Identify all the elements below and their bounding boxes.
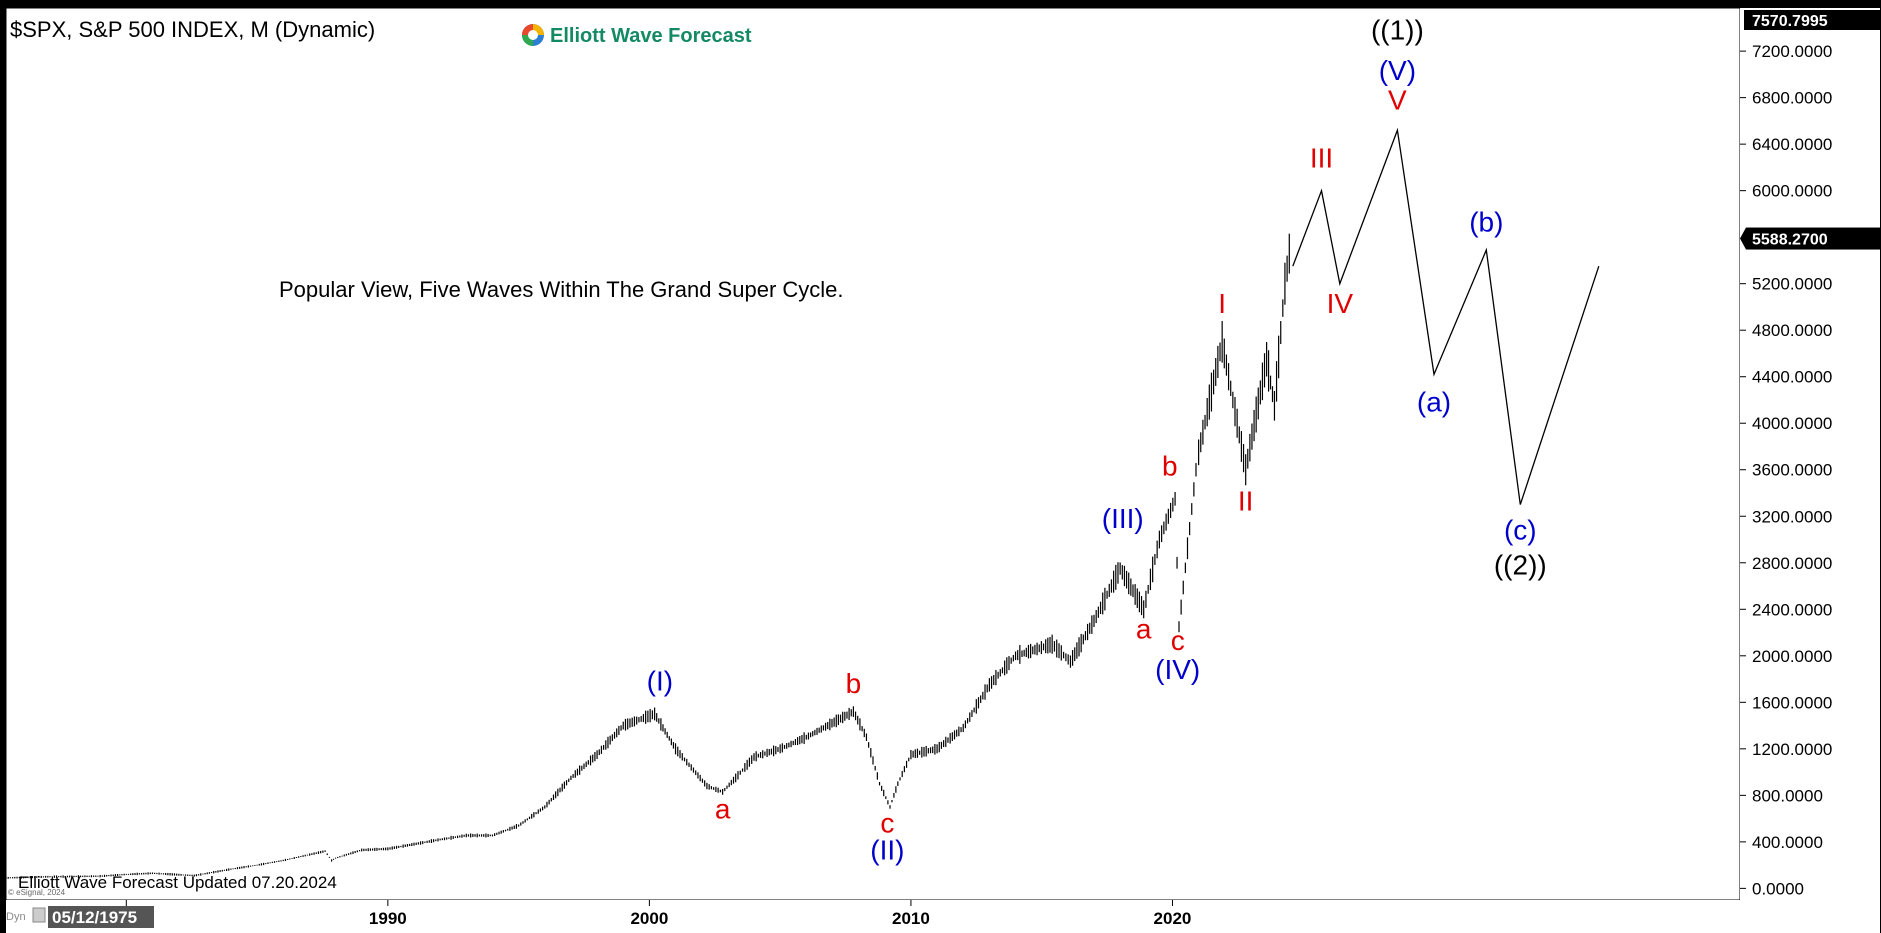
wave-label: V	[1388, 84, 1407, 115]
y-tick-label: 7200.0000	[1752, 42, 1832, 61]
y-tick-label: 6400.0000	[1752, 135, 1832, 154]
wave-label: b	[1162, 451, 1178, 482]
wave-label: I	[1218, 288, 1226, 319]
y-tick-label: 3200.0000	[1752, 507, 1832, 526]
y-tick-label: 4400.0000	[1752, 368, 1832, 387]
wave-label: b	[846, 668, 862, 699]
copyright-note: © eSignal, 2024	[8, 888, 66, 897]
projection-path-layer	[1292, 127, 1600, 505]
x-tick-label: 2000	[630, 909, 668, 928]
wave-label: (III)	[1102, 503, 1144, 534]
last-price-box	[1746, 227, 1880, 250]
scroll-lock-icon[interactable]	[32, 907, 46, 923]
start-date: 05/12/1975	[52, 908, 137, 927]
wave-label: a	[715, 794, 731, 825]
wave-label: IV	[1327, 288, 1354, 319]
wave-label: ((2))	[1494, 549, 1547, 580]
y-tick-label: 0.0000	[1752, 879, 1804, 898]
y-axis-ticks: 0.0000 400.0000 800.0000 1200.0000 1600.0000…	[1740, 42, 1832, 898]
y-tick-label: 6000.0000	[1752, 182, 1832, 201]
wave-label: (c)	[1504, 515, 1537, 546]
last-price-marker: 5588.2700	[1740, 227, 1880, 250]
x-tick-label: 2010	[892, 909, 930, 928]
projection-path	[1292, 127, 1600, 505]
wave-label: a	[1136, 613, 1152, 644]
date-box	[48, 906, 154, 928]
chart-title: $SPX, S&P 500 INDEX, M (Dynamic)	[10, 17, 375, 42]
logo-text: Elliott Wave Forecast	[550, 25, 752, 47]
top-value-box	[1744, 10, 1880, 30]
wave-label: II	[1238, 485, 1254, 516]
x-tick-label: 2020	[1154, 909, 1192, 928]
wave-label: (V)	[1379, 55, 1416, 86]
y-tick-label: 1200.0000	[1752, 740, 1832, 759]
updated-note: Elliott Wave Forecast Updated 07.20.2024	[18, 873, 337, 892]
time-axis	[6, 900, 1880, 933]
y-tick-label: 4000.0000	[1752, 414, 1832, 433]
y-tick-label: 6800.0000	[1752, 89, 1832, 108]
wave-labels: (I)abc(II)(III)abc(IV)IIIIIIIVV(V)((1))(…	[647, 14, 1547, 865]
wave-label: ((1))	[1371, 14, 1424, 45]
wave-label: (IV)	[1155, 654, 1200, 685]
last-price-pointer	[1740, 227, 1746, 250]
y-tick-label: 400.0000	[1752, 833, 1823, 852]
wave-label: c	[1171, 625, 1185, 656]
y-tick-label: 1600.0000	[1752, 693, 1832, 712]
y-tick-label: 2000.0000	[1752, 647, 1832, 666]
wave-label: c	[880, 808, 894, 839]
y-tick-label: 3600.0000	[1752, 461, 1832, 480]
wave-label: (a)	[1417, 387, 1451, 418]
logo-globe-icon	[522, 24, 544, 46]
y-tick-label: 5200.0000	[1752, 275, 1832, 294]
top-value: 7570.7995	[1752, 13, 1828, 30]
wave-label: (b)	[1469, 206, 1503, 237]
chart-annotation: Popular View, Five Waves Within The Gran…	[279, 277, 844, 302]
ewf-logo: Elliott Wave Forecast	[522, 24, 752, 47]
wave-label: (I)	[647, 666, 673, 697]
wave-label: III	[1310, 142, 1333, 173]
y-tick-label: 800.0000	[1752, 786, 1823, 805]
y-tick-label: 2800.0000	[1752, 554, 1832, 573]
last-price-value: 5588.2700	[1752, 232, 1828, 249]
x-tick-label: 1990	[369, 909, 407, 928]
plot-area	[5, 7, 1741, 901]
y-tick-label: 4800.0000	[1752, 321, 1832, 340]
dyn-label: Dyn	[6, 911, 26, 923]
price-bars	[5, 233, 1290, 879]
wave-label: (II)	[870, 834, 904, 865]
price-axis	[1740, 8, 1880, 900]
y-tick-label: 2400.0000	[1752, 600, 1832, 619]
